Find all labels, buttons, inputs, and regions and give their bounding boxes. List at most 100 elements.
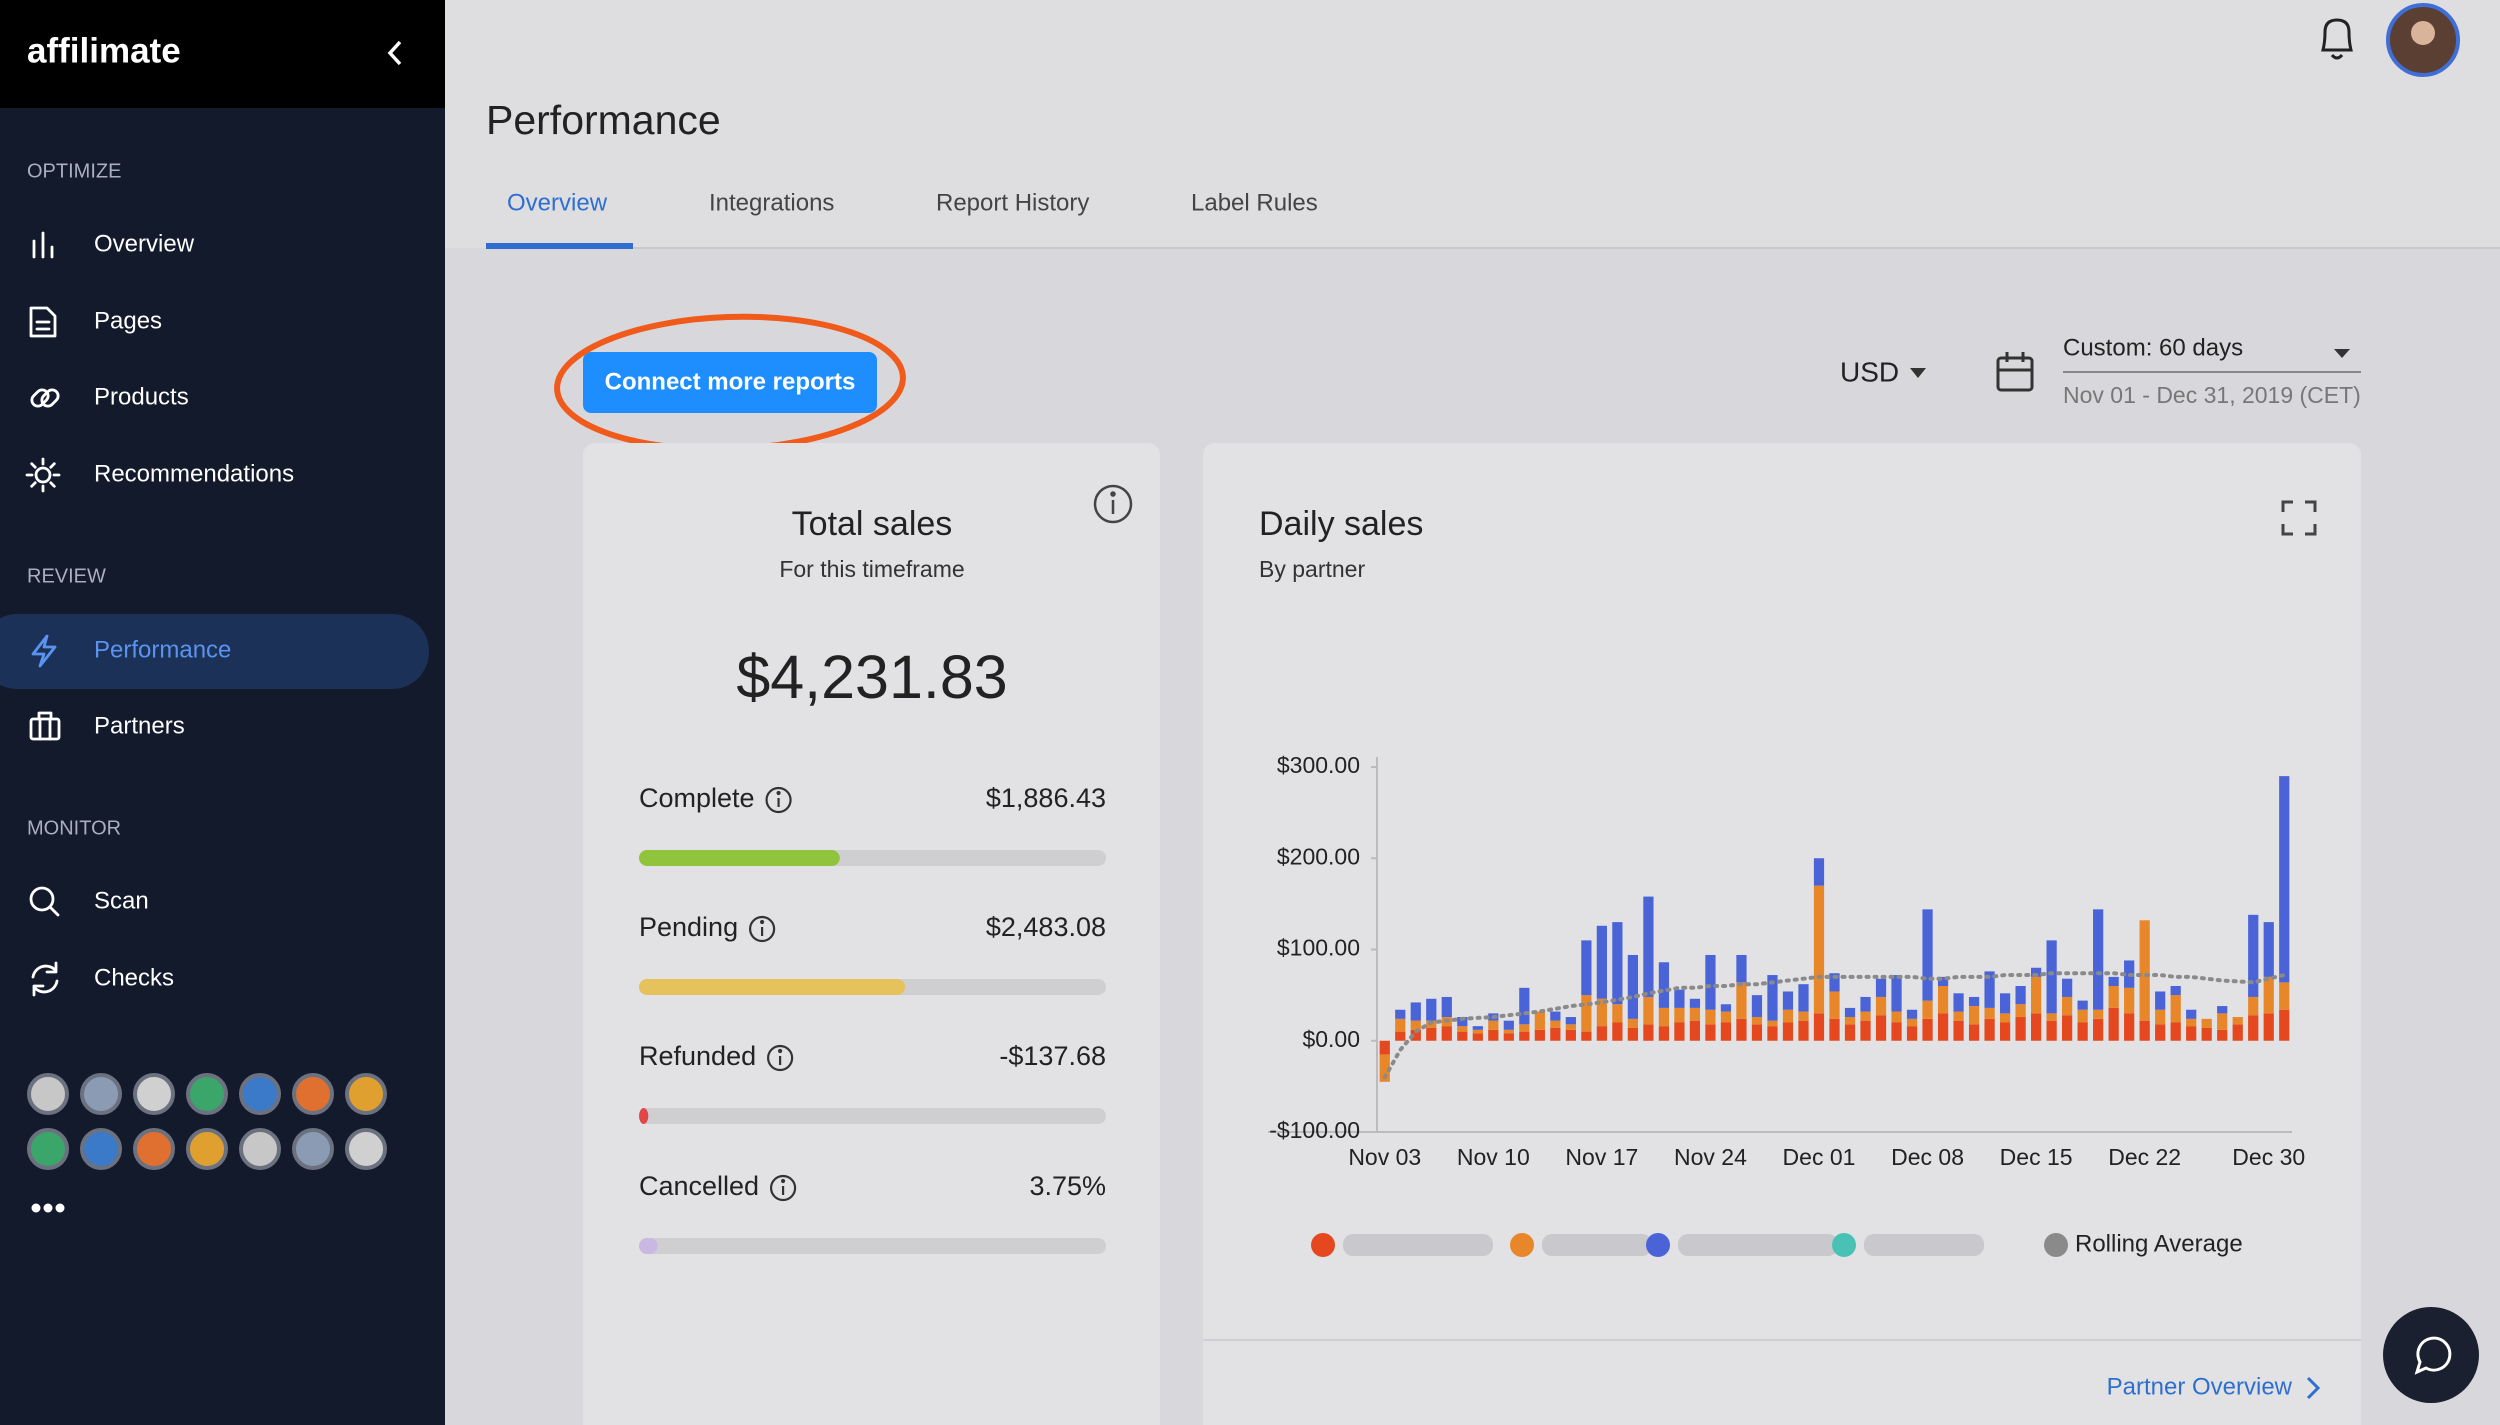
x-tick-label: Nov 03 [1348,1144,1421,1170]
bar [2062,978,2073,997]
bar [2108,976,2119,986]
legend-swatch[interactable] [1311,1233,1335,1257]
y-tick-label: $200.00 [1277,843,1360,869]
tab[interactable]: Integrations [709,189,834,216]
notifications[interactable] [2321,18,2353,60]
partner-icon[interactable] [239,1073,281,1115]
collapse-button[interactable] [387,40,402,66]
bar [1643,996,1654,1025]
bar [2077,1009,2088,1023]
legend-swatch[interactable] [1510,1233,1534,1257]
info-icon[interactable] [1093,484,1133,524]
bar [1472,1033,1483,1041]
partner-icon[interactable] [133,1073,175,1115]
sidebar-item[interactable]: Overview [94,230,195,257]
tab[interactable]: Overview [507,189,608,216]
bar [1565,1029,1576,1041]
info-icon[interactable] [748,915,776,943]
sidebar-item[interactable]: Pages [94,307,162,334]
bar [2077,1000,2088,1010]
bar [1736,982,1747,1019]
tab[interactable]: Label Rules [1191,189,1318,216]
bar [1906,1009,1918,1019]
bar [2279,982,2290,1010]
partner-icon[interactable] [133,1128,175,1170]
expand-icon[interactable] [2281,500,2317,536]
calendar-icon [1996,352,2034,392]
bar [1922,1000,1933,1019]
sidebar-item[interactable]: Partners [94,712,185,739]
sidebar-icon [30,388,60,408]
partner-icon[interactable] [292,1128,334,1170]
info-icon[interactable] [769,1174,797,1202]
currency-select[interactable]: USD [1840,356,1899,387]
partner-icon[interactable] [80,1073,122,1115]
legend-label[interactable]: Rolling Average [2075,1230,2243,1257]
bar [1581,1031,1592,1041]
bar [2046,1013,2057,1021]
tab[interactable]: Report History [936,189,1089,216]
bar [1798,1011,1809,1021]
icon-part [780,1178,786,1184]
info-icon[interactable] [765,786,792,814]
bar [2015,1004,2026,1018]
bar [1860,1011,1871,1021]
bar [1875,978,1887,997]
sidebar-icon [31,961,59,997]
legend-swatch[interactable] [1832,1233,1856,1257]
row-value: $1,886.43 [986,783,1106,813]
info-icon[interactable] [767,1044,794,1072]
more-icon [55,1203,65,1213]
y-tick-label: $300.00 [1277,752,1360,778]
logo[interactable]: affilimate [27,31,181,70]
sidebar-item[interactable]: Recommendations [94,460,294,487]
icon-part [776,790,781,796]
partner-icon[interactable] [80,1128,122,1170]
sidebar-item[interactable]: Performance [94,636,231,663]
chart-title: Daily sales [1259,505,1423,543]
bar [2263,1013,2274,1041]
y-tick-label: -$100.00 [1269,1117,1360,1143]
partner-icon[interactable] [27,1128,69,1170]
range-select[interactable]: Custom: 60 days [2063,334,2243,361]
sidebar-item[interactable]: Products [94,383,189,410]
bar [1829,973,1840,992]
bar [1906,1018,1918,1027]
partner-icon[interactable] [27,1073,69,1115]
daily-sales-card [1203,443,2361,1425]
icon-part [48,905,60,917]
icon-part [767,1044,794,1072]
partner-overview-link[interactable]: Partner Overview [2107,1373,2293,1400]
partner-icon[interactable] [239,1128,281,1170]
partner-icon[interactable] [292,1073,334,1115]
partner-icon[interactable] [345,1128,387,1170]
bar [1503,1029,1514,1034]
bar [1937,976,1949,986]
bar [1596,998,1607,1027]
legend-swatch[interactable] [2044,1233,2068,1257]
bar [1782,1022,1794,1041]
sidebar-section: OPTIMIZE [27,160,121,182]
partner-icon[interactable] [186,1073,228,1115]
sidebar-item[interactable]: Checks [94,964,174,991]
sidebar-icon [29,711,61,741]
bar [1457,1017,1468,1027]
bar [2093,1018,2104,1041]
sidebar-item[interactable]: Scan [94,887,149,914]
partner-icon[interactable] [345,1073,387,1115]
bar [1488,1020,1499,1030]
connect-button[interactable] [583,352,877,413]
progress-fill [639,1238,658,1254]
bar [1410,1029,1421,1041]
bar [1751,1017,1763,1025]
chat-button[interactable] [2383,1307,2479,1403]
bar [1937,1013,1949,1041]
row-label: Pending [639,912,738,942]
bar [2217,1013,2228,1030]
bar [1379,1040,1390,1055]
bar [1395,1018,1406,1032]
partner-icon[interactable] [186,1128,228,1170]
connect-button-label[interactable]: Connect more reports [605,368,856,395]
legend-swatch[interactable] [1646,1233,1670,1257]
bar [1891,975,1902,1012]
